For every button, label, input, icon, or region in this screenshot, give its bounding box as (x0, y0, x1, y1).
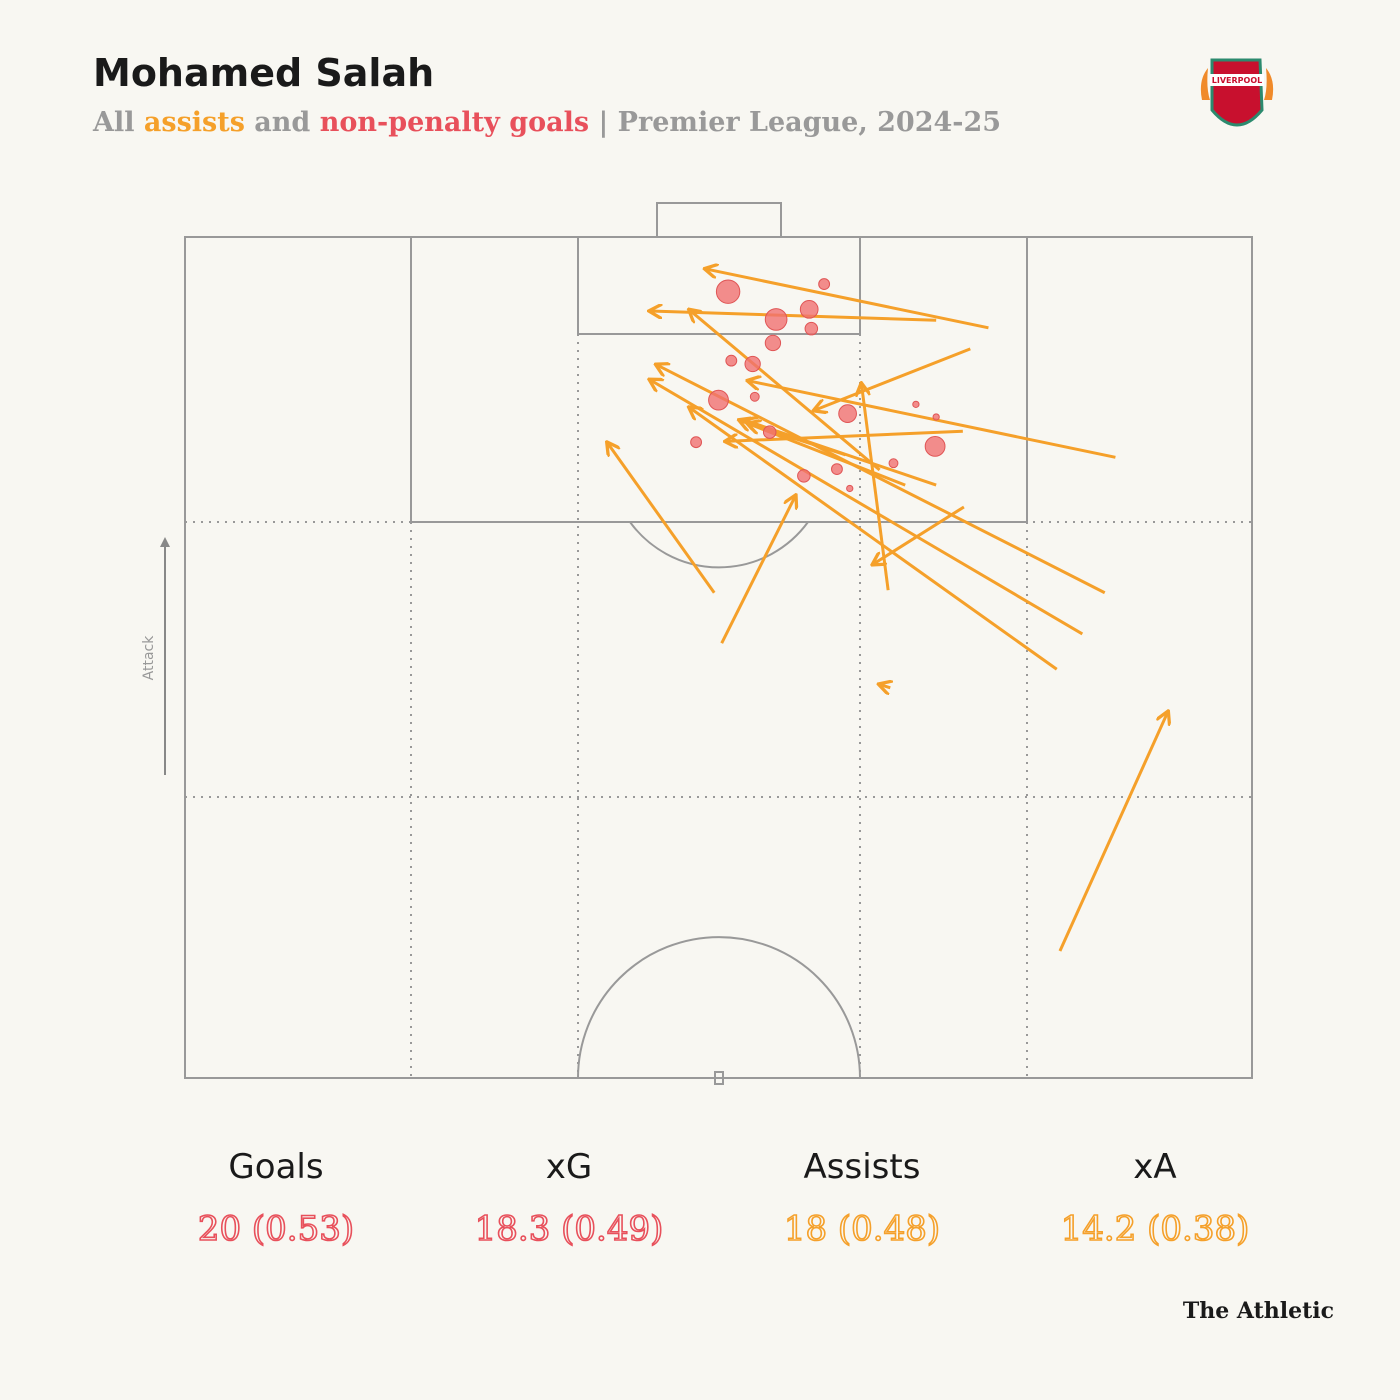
attack-label: Attack (141, 635, 157, 681)
assist-arrow (690, 310, 881, 472)
assist-arrow (657, 365, 1106, 595)
assist-arrow (880, 684, 891, 687)
stat-label: Goals (228, 1147, 323, 1187)
subtitle-part: and (245, 107, 320, 138)
goal (764, 308, 788, 331)
assist-arrow (748, 381, 1116, 459)
marks (608, 269, 1168, 952)
subtitle-assists: assists (144, 107, 245, 138)
goal (708, 389, 729, 411)
assist-arrow (1058, 712, 1168, 952)
subtitle: All assists and non-penalty goals | Prem… (92, 107, 1001, 138)
goal (725, 354, 738, 367)
assist-arrow (690, 408, 1058, 671)
goal (838, 404, 857, 423)
brand: The Athletic (1183, 1298, 1334, 1324)
assist-arrow (873, 505, 965, 564)
stat-value: 18.3 (0.49) (475, 1209, 664, 1249)
stat-value: 20 (0.53) (198, 1209, 354, 1249)
title: Mohamed Salah (93, 51, 434, 95)
goal (797, 469, 811, 483)
subtitle-part: All (92, 107, 144, 138)
assist-arrow (706, 269, 989, 330)
stat-value: 14.2 (0.38) (1061, 1209, 1250, 1249)
goal (715, 279, 741, 304)
goal (912, 400, 920, 408)
goal (804, 321, 819, 336)
goal (799, 299, 819, 319)
goal (818, 278, 831, 291)
goal (764, 334, 782, 352)
assist-arrow (720, 496, 796, 644)
crest-text: LIVERPOOL (1212, 76, 1262, 85)
stat-label: xA (1133, 1147, 1176, 1187)
goal (749, 391, 760, 402)
assist-arrow (726, 429, 963, 441)
goal (888, 458, 899, 469)
assist-arrow (650, 380, 1084, 636)
crest: LIVERPOOL (1200, 58, 1274, 127)
subtitle-goals: non-penalty goals (320, 107, 589, 138)
stat-value: 18 (0.48) (784, 1209, 940, 1249)
stat-label: Assists (804, 1147, 921, 1187)
stat-label: xG (546, 1147, 592, 1187)
goal (831, 463, 843, 476)
pitch-lines (184, 202, 1253, 1085)
goal (924, 436, 946, 457)
goal (690, 436, 703, 449)
assist-arrow (608, 443, 716, 594)
goal (762, 425, 777, 439)
goal (932, 413, 940, 421)
subtitle-part: | Premier League, 2024-25 (589, 107, 1001, 138)
stats: Goals 20 (0.53) xG 18.3 (0.49) Assists 18 (0.… (197, 1147, 1250, 1250)
goal (846, 484, 854, 493)
attack-indicator: Attack (141, 537, 170, 775)
goal (744, 355, 761, 373)
